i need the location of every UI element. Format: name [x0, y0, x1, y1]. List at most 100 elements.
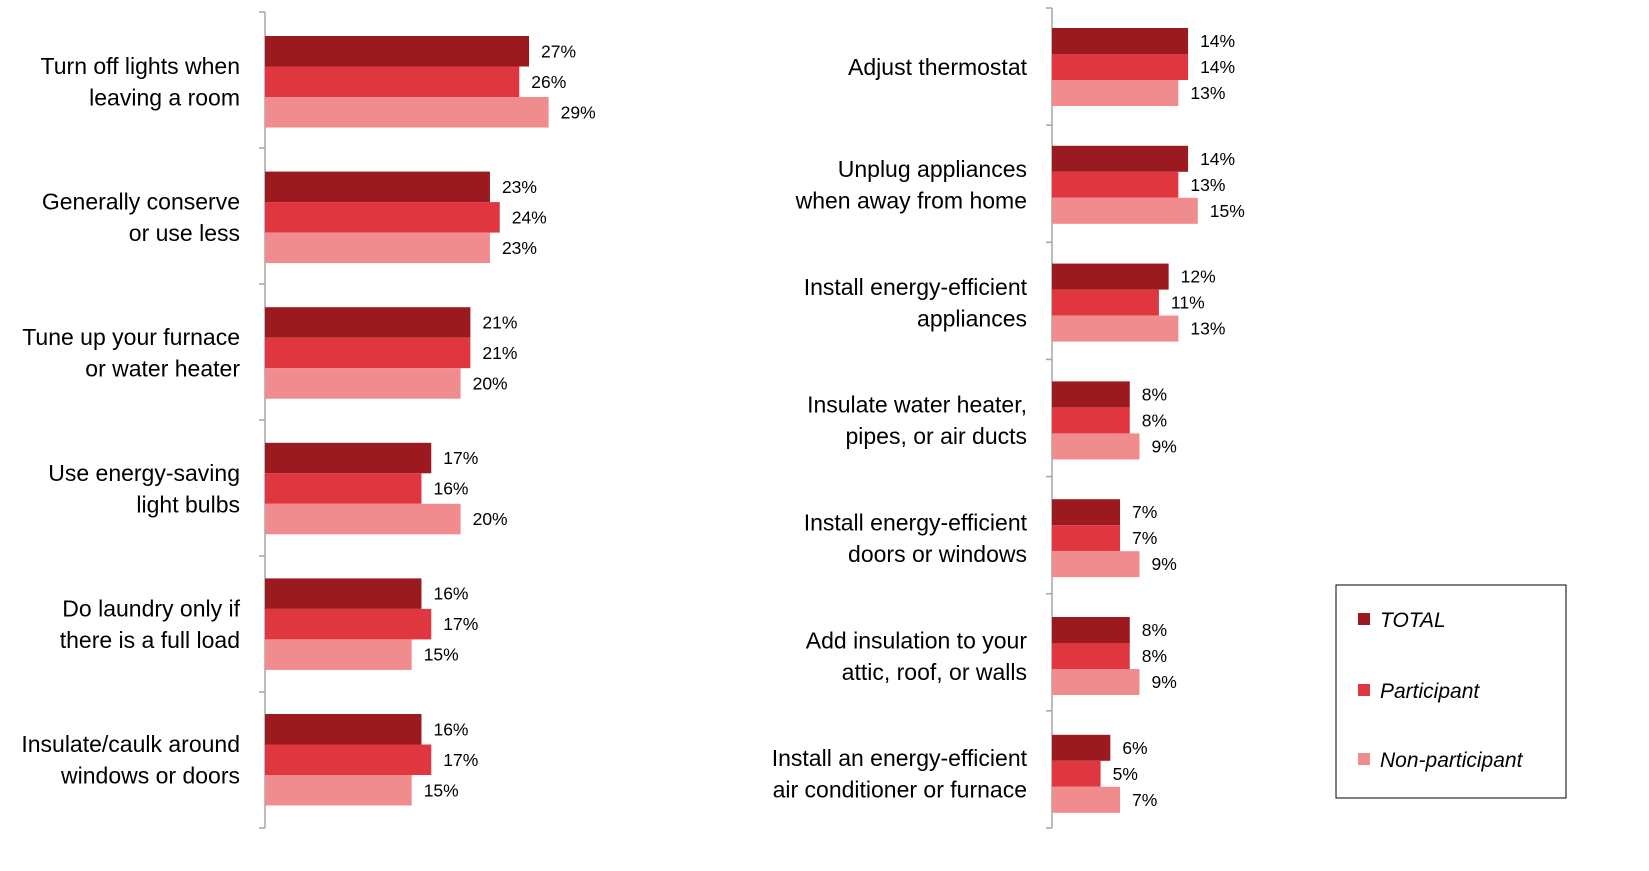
- data-label-participant: 8%: [1142, 646, 1167, 666]
- bar-total: [1052, 263, 1169, 290]
- bar-total: [265, 714, 422, 745]
- category-label-line: Unplug appliances: [838, 156, 1027, 182]
- category-label: Install an energy-efficient air condition…: [772, 745, 1028, 803]
- category-label: Insulate water heater, pipes, or air duct…: [807, 392, 1027, 450]
- bar-non-participant: [265, 639, 412, 670]
- data-label-non-participant: 23%: [502, 238, 537, 258]
- category-label-line: Generally conserve: [42, 189, 240, 215]
- category-label: Insulate/caulk around windows or doors: [21, 731, 240, 789]
- bar-participant: [265, 608, 432, 640]
- legend-swatch-non-participant: [1358, 753, 1370, 765]
- bar-non-participant: [265, 368, 461, 399]
- data-label-non-participant: 20%: [473, 373, 508, 393]
- data-label-total: 14%: [1200, 31, 1235, 51]
- bar-non-participant: [1052, 315, 1179, 342]
- category-label-line: doors or windows: [848, 541, 1027, 567]
- bar-non-participant: [1052, 786, 1121, 813]
- category-label-line: there is a full load: [60, 627, 240, 653]
- bar-non-participant: [1052, 80, 1179, 106]
- bar-non-participant: [1052, 197, 1198, 224]
- data-label-non-participant: 9%: [1151, 672, 1176, 692]
- data-label-total: 14%: [1200, 149, 1235, 169]
- category-label-line: Add insulation to your: [806, 627, 1028, 653]
- legend-label-participant: Participant: [1380, 680, 1480, 703]
- bar-participant: [1052, 760, 1101, 787]
- category-label-line: Turn off lights when: [41, 53, 240, 79]
- legend-border: [1335, 584, 1567, 799]
- data-label-participant: 14%: [1200, 57, 1235, 77]
- bar-participant: [1052, 54, 1189, 80]
- category-label: Install energy-efficient doors or windows: [804, 509, 1028, 567]
- category-label-line: air conditioner or furnace: [773, 777, 1027, 803]
- category-label: Do laundry only if there is a full load: [60, 595, 241, 653]
- category-label-line: light bulbs: [136, 491, 240, 517]
- bar-non-participant: [1052, 669, 1140, 695]
- category-label: Install energy-efficient appliances: [804, 274, 1028, 332]
- bar-participant: [1052, 407, 1130, 434]
- data-label-participant: 11%: [1171, 293, 1205, 313]
- category-label-line: Tune up your furnace: [22, 324, 240, 350]
- category-label-line: Use energy-saving: [48, 460, 240, 486]
- bar-non-participant: [1052, 433, 1140, 460]
- data-label-participant: 16%: [433, 479, 468, 499]
- data-label-participant: 13%: [1190, 175, 1225, 195]
- left-bar-chart: Turn off lights when leaving a room 27% 26%…: [21, 11, 596, 829]
- category-label-line: Insulate/caulk around: [21, 731, 240, 757]
- data-label-participant: 24%: [512, 207, 547, 227]
- category-label: Add insulation to your attic, roof, or wa…: [806, 627, 1028, 685]
- data-label-participant: 17%: [443, 614, 478, 634]
- bar-total: [1052, 381, 1130, 408]
- bar-non-participant: [265, 503, 461, 535]
- bar-total: [265, 442, 432, 474]
- bar-participant: [265, 473, 422, 504]
- bar-non-participant: [265, 97, 549, 128]
- bar-participant: [1052, 289, 1159, 316]
- data-label-non-participant: 15%: [424, 645, 459, 665]
- right-bar-chart: Adjust thermostat 14% 14% 13% Unplug applian…: [772, 7, 1245, 829]
- category-label: Unplug appliances when away from home: [795, 156, 1027, 214]
- data-label-non-participant: 13%: [1190, 83, 1225, 103]
- data-label-participant: 21%: [482, 343, 517, 363]
- category-label: Turn off lights when leaving a room: [41, 53, 240, 111]
- bar-participant: [265, 202, 500, 233]
- data-label-total: 6%: [1122, 738, 1147, 758]
- bar-participant: [265, 337, 471, 369]
- data-label-non-participant: 9%: [1151, 554, 1176, 574]
- data-label-total: 23%: [502, 177, 537, 197]
- bar-non-participant: [265, 232, 490, 264]
- category-label-line: attic, roof, or walls: [842, 659, 1027, 685]
- legend-label-non-participant: Non-participant: [1380, 749, 1524, 772]
- data-label-participant: 7%: [1132, 528, 1157, 548]
- bar-total: [1052, 734, 1111, 761]
- data-label-non-participant: 15%: [424, 780, 459, 800]
- category-label-line: Install energy-efficient: [804, 274, 1028, 300]
- category-label-line: Insulate water heater,: [807, 392, 1027, 418]
- data-label-total: 8%: [1142, 620, 1167, 640]
- category-label: Use energy-saving light bulbs: [48, 460, 240, 518]
- category-label-line: Install energy-efficient: [804, 509, 1028, 535]
- legend: TOTAL Participant Non-participant: [1335, 584, 1567, 799]
- category-label-line: Do laundry only if: [62, 595, 240, 621]
- data-label-non-participant: 20%: [473, 509, 508, 529]
- legend-label-total: TOTAL: [1380, 609, 1446, 632]
- data-label-total: 16%: [433, 719, 468, 739]
- data-label-total: 8%: [1142, 384, 1167, 404]
- bar-participant: [1052, 171, 1179, 198]
- bar-participant: [1052, 525, 1121, 552]
- bar-total: [265, 578, 422, 609]
- category-label-line: Adjust thermostat: [848, 54, 1028, 80]
- bar-total: [265, 36, 530, 67]
- category-label-line: Install an energy-efficient: [772, 745, 1028, 771]
- legend-swatch-participant: [1358, 684, 1370, 696]
- bar-participant: [1052, 643, 1130, 669]
- category-label-line: pipes, or air ducts: [845, 423, 1027, 449]
- data-label-total: 16%: [433, 584, 468, 604]
- data-label-total: 12%: [1181, 267, 1216, 287]
- bar-participant: [265, 744, 432, 775]
- data-label-total: 7%: [1132, 502, 1157, 522]
- data-label-non-participant: 7%: [1132, 790, 1157, 810]
- data-label-participant: 8%: [1142, 410, 1167, 430]
- category-label-line: or use less: [129, 220, 240, 246]
- data-label-participant: 26%: [531, 72, 566, 92]
